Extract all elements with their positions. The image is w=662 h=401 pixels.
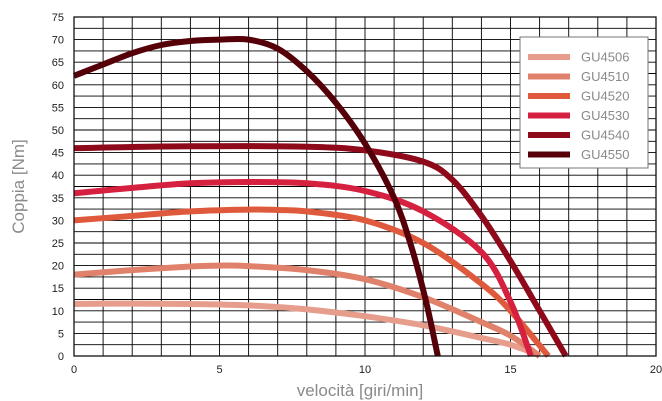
y-tick-label: 0 [58,351,64,363]
x-tick-label: 5 [216,364,222,376]
series-group [72,35,569,359]
y-tick-label: 70 [52,35,64,47]
x-tick-label: 15 [504,364,516,376]
y-tick-label: 45 [52,148,64,160]
legend-label: GU4506 [581,50,629,65]
legend-label: GU4530 [581,108,629,123]
series-line-gu4530 [73,178,534,358]
series-line-gu4506 [73,300,541,358]
y-tick-label: 75 [52,12,64,24]
legend-label: GU4550 [581,147,629,162]
legend-label: GU4520 [581,89,629,104]
x-tick-label: 0 [71,364,77,376]
y-tick-label: 30 [52,215,64,227]
y-tick-label: 50 [52,125,64,137]
x-tick-label: 10 [359,364,371,376]
series-line-gu4510 [73,262,542,359]
series-line-gu4550 [72,35,441,357]
y-tick-label: 55 [52,102,64,114]
y-tick-label: 60 [52,80,64,92]
y-tick-label: 25 [52,238,64,250]
y-tick-label: 5 [58,328,64,340]
y-axis-title: Coppia [Nm] [9,139,28,233]
series-line-gu4520 [73,206,551,358]
tick-labels: 0 5 10 15 20 25 30 35 40 45 50 55 60 65 70 75 0 5 10 15 20 [52,12,662,376]
legend-label: GU4510 [581,69,629,84]
plot-frame [73,16,657,357]
series-line-gu4540 [73,143,569,358]
y-tick-label: 10 [52,306,64,318]
y-tick-label: 20 [52,261,64,273]
y-tick-label: 35 [52,193,64,205]
y-tick-label: 65 [52,57,64,69]
y-tick-label: 15 [52,283,64,295]
legend: GU4506 GU4510 GU4520 GU4530 GU4540 GU4550 [519,36,649,169]
x-axis-title: velocità [giri/min] [297,381,424,400]
legend-label: GU4540 [581,128,629,143]
x-tick-label: 20 [650,364,662,376]
y-tick-label: 40 [52,170,64,182]
